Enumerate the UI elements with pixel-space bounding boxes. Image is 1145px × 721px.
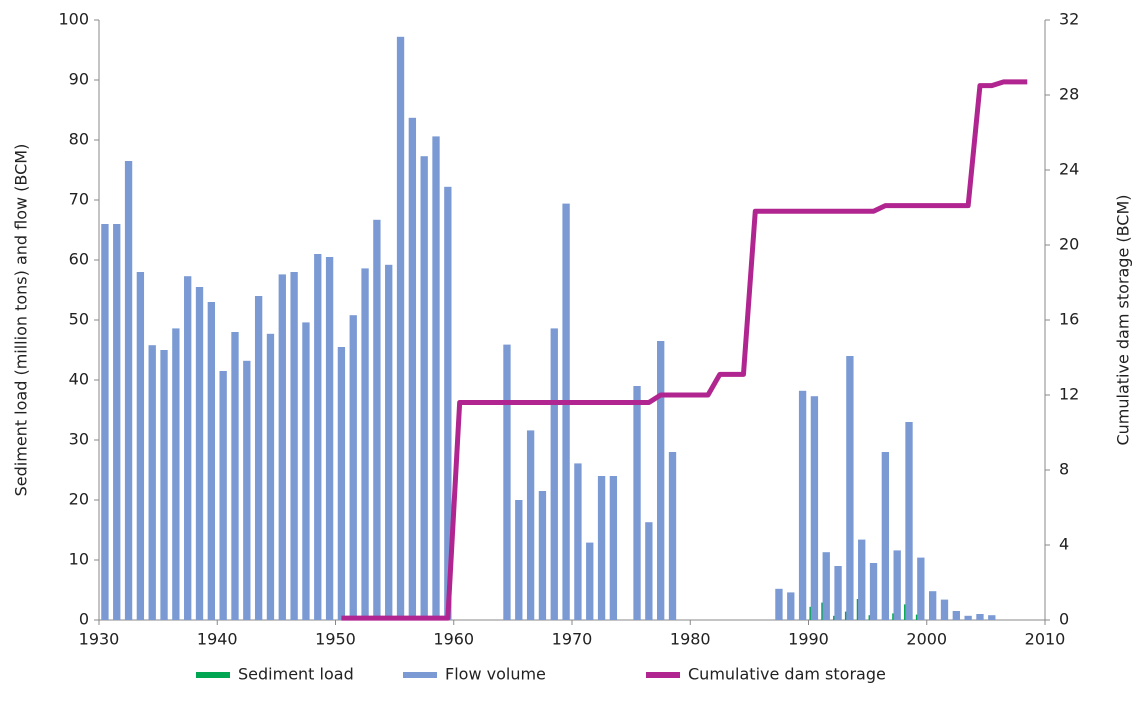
x-tick-label: 2000 [906, 630, 947, 649]
legend-label: Sediment load [238, 665, 354, 684]
y-tick-label: 60 [69, 250, 89, 269]
flow-bar [822, 552, 830, 620]
flow-bar [408, 117, 417, 621]
flow-bar [657, 341, 665, 620]
flow-bar [858, 539, 866, 620]
flow-bar [503, 344, 511, 620]
y-tick-label: 10 [69, 550, 89, 569]
y-tick-label: 40 [69, 370, 89, 389]
flow-bar [396, 36, 405, 621]
flow-bar [881, 452, 890, 620]
y-tick-label: 90 [69, 70, 89, 89]
flow-bar [219, 371, 227, 620]
y-tick-label: 20 [69, 490, 89, 509]
flow-bar [254, 296, 263, 620]
y-tick-label: 50 [69, 310, 89, 329]
x-tick-label: 1980 [670, 630, 711, 649]
flow-bar [278, 274, 286, 620]
flow-bar [952, 611, 960, 620]
flow-bar [964, 615, 972, 620]
flow-bar [361, 268, 369, 620]
flow-bar [172, 328, 180, 620]
x-tick-label: 1970 [552, 630, 593, 649]
y-tick-label: 80 [69, 130, 89, 149]
y2-tick-label: 12 [1059, 385, 1079, 404]
flow-bar [550, 328, 558, 620]
flow-bar [917, 557, 925, 620]
flow-bar [526, 430, 535, 620]
flow-bar [113, 224, 121, 620]
flow-bar [905, 422, 913, 620]
flow-bar [195, 287, 204, 620]
y2-tick-label: 4 [1059, 535, 1069, 554]
x-tick-label: 1990 [788, 630, 829, 649]
y2-axis-label: Cumulative dam storage (BCM) [1114, 194, 1133, 445]
flow-bar [337, 347, 346, 620]
flow-bar [846, 356, 854, 620]
flow-bar [787, 592, 795, 620]
y-tick-label: 30 [69, 430, 89, 449]
y-tick-label: 0 [79, 610, 89, 629]
flow-bar [940, 599, 949, 620]
x-tick-label: 1950 [315, 630, 356, 649]
flow-bar [869, 563, 878, 620]
flow-bar [834, 566, 842, 620]
flow-bar [444, 186, 452, 621]
legend-label: Cumulative dam storage [688, 665, 886, 684]
flow-bar [302, 322, 310, 620]
flow-bar [928, 591, 937, 620]
flow-bar [231, 332, 239, 620]
flow-bar [976, 614, 984, 620]
flow-bar [515, 500, 523, 620]
flow-bar [633, 386, 641, 620]
y2-tick-label: 28 [1059, 85, 1079, 104]
flow-bar [775, 588, 783, 620]
flow-bar [290, 272, 298, 620]
flow-bar [810, 396, 819, 620]
flow-bar [988, 615, 996, 620]
flow-bar [124, 161, 133, 620]
flow-bar [314, 254, 322, 620]
x-tick-label: 1960 [433, 630, 474, 649]
x-tick-label: 2010 [1025, 630, 1066, 649]
y2-tick-label: 32 [1059, 10, 1079, 29]
x-tick-label: 1930 [79, 630, 120, 649]
flow-bar [207, 302, 216, 620]
y-axis-label: Sediment load (million tons) and flow (B… [12, 144, 31, 497]
flow-bar [349, 315, 357, 620]
flow-bar [325, 257, 334, 620]
y2-tick-label: 20 [1059, 235, 1079, 254]
y-tick-label: 100 [58, 10, 89, 29]
flow-bar [160, 350, 168, 620]
flow-bar [586, 542, 594, 620]
flow-bar [645, 522, 653, 620]
flow-bar [893, 550, 901, 620]
flow-bar [574, 463, 582, 620]
flow-bar [101, 224, 109, 620]
flow-bar [538, 491, 547, 620]
flow-bar [243, 360, 251, 620]
legend-label: Flow volume [445, 665, 546, 684]
y2-tick-label: 8 [1059, 460, 1069, 479]
y2-tick-label: 0 [1059, 610, 1069, 629]
flow-bar [184, 276, 192, 620]
flow-bar [562, 203, 570, 620]
flow-bar [385, 264, 393, 620]
flow-bar [266, 333, 275, 620]
flow-bar [148, 345, 156, 620]
storage-line [341, 79, 1028, 621]
flow-bar [420, 156, 428, 620]
flow-bar [668, 452, 677, 620]
y-tick-label: 70 [69, 190, 89, 209]
y2-tick-label: 16 [1059, 310, 1079, 329]
flow-bar [432, 136, 440, 620]
flow-bar [373, 219, 381, 621]
flow-bar [798, 390, 807, 620]
flow-bar [136, 272, 145, 620]
flow-bar [597, 476, 606, 620]
x-tick-label: 1940 [197, 630, 238, 649]
y2-tick-label: 24 [1059, 160, 1079, 179]
flow-bar [609, 476, 618, 620]
